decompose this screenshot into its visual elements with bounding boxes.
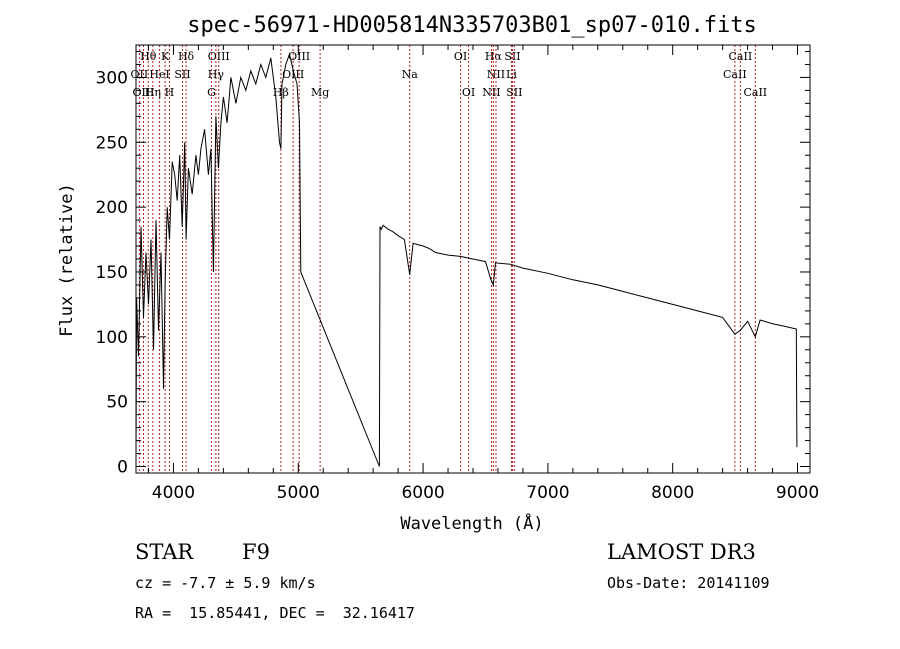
spectral-line-label: OI [462,86,475,99]
spectral-line-label: Hθ [140,50,157,63]
spectral-line-label: OI [454,50,467,63]
y-tick-label: 150 [96,263,128,283]
y-tick-label: 250 [96,133,128,153]
y-tick-label: 300 [96,68,128,88]
x-tick-label: 4000 [152,483,195,503]
y-tick-label: 200 [96,198,128,218]
y-tick-label: 0 [117,458,128,478]
spectral-line-label: G [207,86,216,99]
x-tick-label: 5000 [277,483,320,503]
object-subclass: F9 [242,540,270,564]
spectral-line-label: Hγ [208,68,225,81]
x-tick-label: 7000 [526,483,569,503]
y-tick-label: 50 [106,393,128,413]
spectral-line-label: NII [487,68,505,81]
spectral-line-label: SII [506,86,522,99]
ra-dec-coords: RA = 15.85441, DEC = 32.16417 [135,604,415,622]
spectral-line-label: Li [506,68,517,81]
spectral-line-label: CaII [729,50,753,63]
spectral-line-label: Hδ [178,50,195,63]
spectral-line-label: Hη [145,86,161,99]
spectral-line-label: Mg [311,86,329,99]
survey-name: LAMOST DR3 [607,540,756,564]
x-axis-label: Wavelength (Å) [400,512,543,534]
axis-ticks: 4000 5000 6000 7000 8000 9000 0 50 100 150 200 250 3… [96,45,819,503]
chart-title: spec-56971-HD005814N335703B01_sp07-010.f… [187,13,757,38]
redshift-cz: cz = -7.7 ± 5.9 km/s [135,574,316,592]
x-tick-label: 9000 [776,483,819,503]
x-tick-label: 6000 [401,483,444,503]
object-class: STAR [135,540,194,564]
spectral-line-label: Hβ [273,86,289,99]
x-tick-label: 8000 [651,483,694,503]
spectral-line-label: CaII [743,86,767,99]
spectral-line-label: Hα [485,50,503,63]
spectral-line-label: Na [402,68,419,81]
obs-date: Obs-Date: 20141109 [607,574,770,592]
spectral-line-label: OIII [132,86,154,99]
spectral-line-label: NII [482,86,500,99]
spectral-line-label: OIII [282,68,304,81]
spectral-line-label: CaII [723,68,747,81]
spectral-line-label: SII [174,68,190,81]
y-tick-label: 100 [96,328,128,348]
spectral-line-label: HeI [149,68,169,81]
spectrum-line [135,52,798,467]
spectral-line-label: SII [504,50,520,63]
spectral-line-label: K [161,50,170,63]
spectral-line-label: OIII [208,50,230,63]
spectral-line-label: H [165,86,175,99]
y-axis-label: Flux (relative) [57,183,77,337]
spectral-line-label: OII [131,68,149,81]
